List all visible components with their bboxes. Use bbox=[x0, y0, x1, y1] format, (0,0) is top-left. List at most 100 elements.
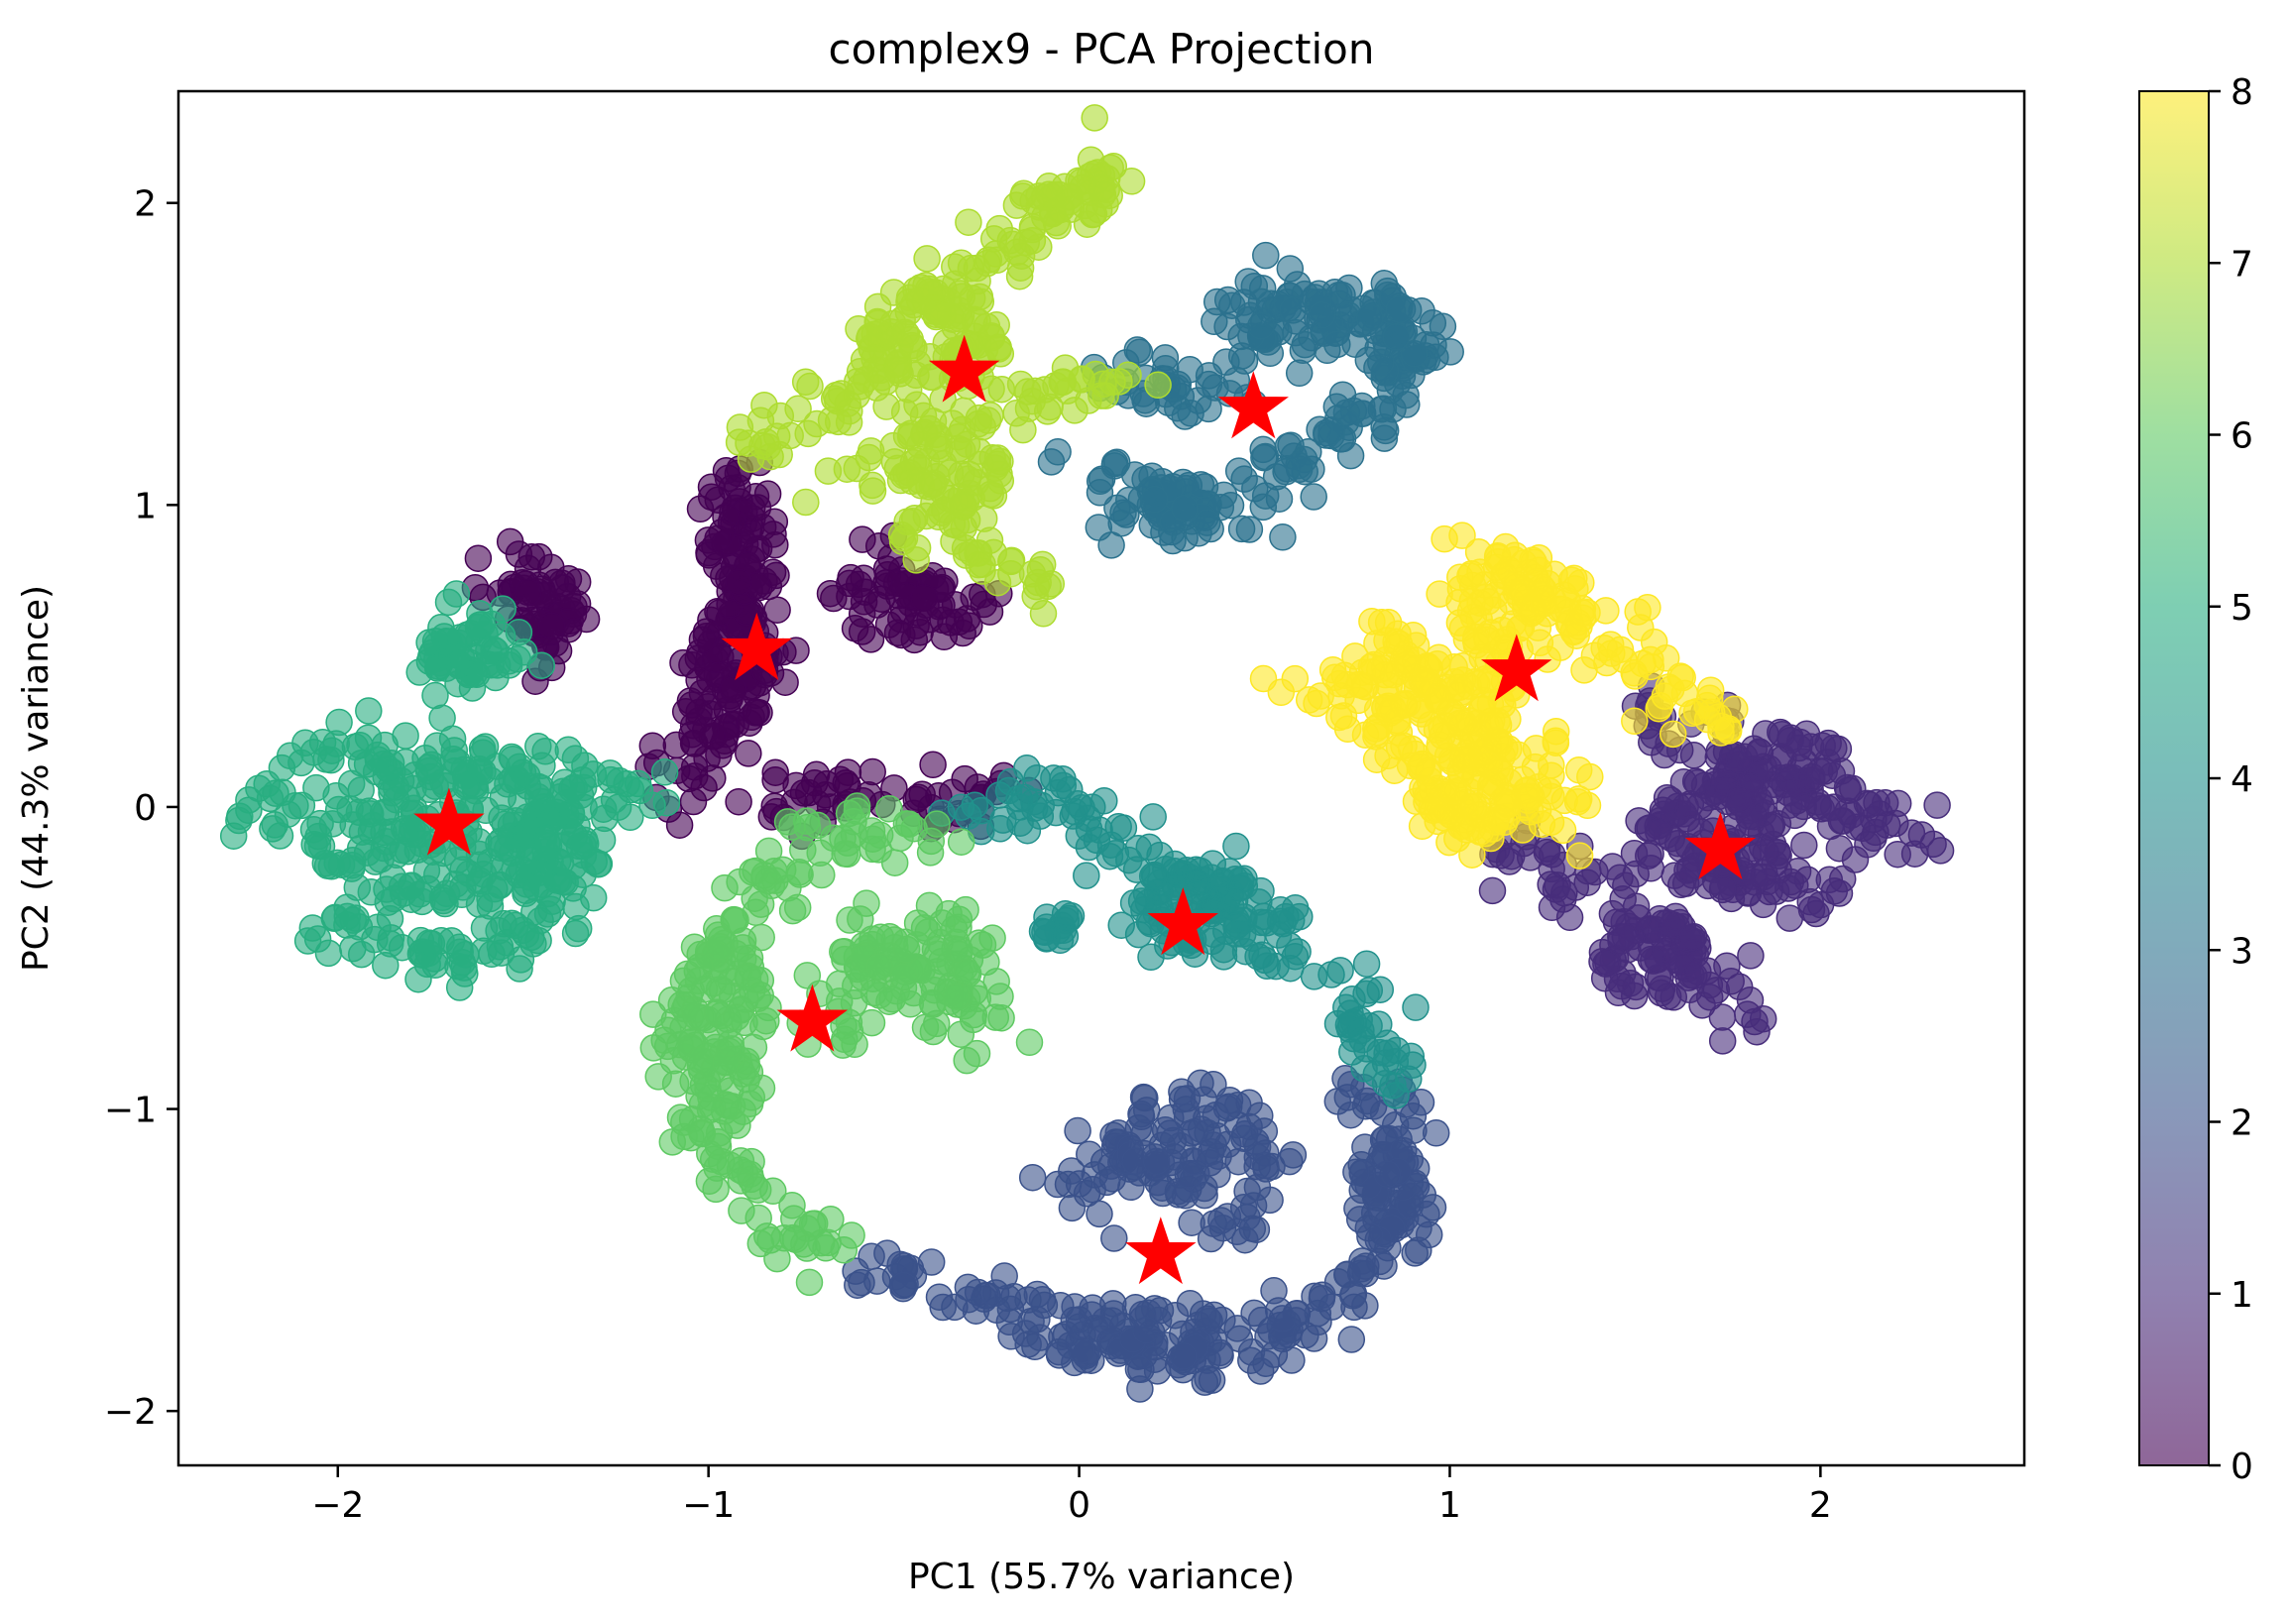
scatter-point bbox=[849, 525, 876, 553]
scatter-point bbox=[333, 902, 362, 931]
scatter-point bbox=[533, 900, 562, 928]
scatter-point bbox=[325, 708, 353, 737]
scatter-point bbox=[1049, 771, 1078, 800]
scatter-point bbox=[1367, 348, 1395, 377]
scatter-point bbox=[1382, 323, 1411, 351]
scatter-point bbox=[472, 796, 500, 825]
scatter-point bbox=[1362, 719, 1391, 747]
scatter-point bbox=[1448, 651, 1477, 680]
cluster-3-points bbox=[1037, 241, 1464, 559]
scatter-point bbox=[1068, 1336, 1095, 1364]
scatter-point bbox=[703, 1154, 731, 1182]
scatter-point bbox=[910, 584, 938, 612]
scatter-point bbox=[844, 1271, 871, 1299]
scatter-point bbox=[1627, 614, 1655, 641]
scatter-point bbox=[1140, 485, 1169, 514]
scatter-point bbox=[1055, 904, 1084, 933]
scatter-point bbox=[561, 919, 590, 948]
scatter-point bbox=[1400, 339, 1429, 368]
scatter-point bbox=[1223, 1092, 1252, 1119]
scatter-point bbox=[1796, 733, 1825, 760]
scatter-point bbox=[1624, 904, 1653, 932]
scatter-point bbox=[537, 612, 566, 639]
scatter-point bbox=[1100, 452, 1129, 480]
scatter-point bbox=[1399, 621, 1428, 649]
scatter-point bbox=[793, 962, 822, 989]
scatter-point bbox=[1291, 330, 1319, 359]
scatter-point bbox=[859, 757, 886, 786]
scatter-point bbox=[744, 1176, 772, 1204]
scatter-point bbox=[1168, 1078, 1196, 1105]
scatter-point bbox=[1342, 1158, 1370, 1186]
x-axis-label: PC1 (55.7% variance) bbox=[908, 1557, 1295, 1597]
scatter-point bbox=[1675, 976, 1704, 1004]
scatter-point bbox=[1352, 950, 1381, 978]
scatter-point bbox=[735, 740, 762, 767]
scatter-point bbox=[1073, 862, 1100, 889]
scatter-point bbox=[858, 1008, 886, 1037]
scatter-point bbox=[930, 623, 959, 651]
scatter-point bbox=[855, 443, 883, 472]
scatter-point bbox=[1456, 562, 1484, 590]
scatter-point bbox=[514, 578, 542, 607]
scatter-point bbox=[1029, 600, 1058, 628]
scatter-point bbox=[1308, 300, 1336, 329]
scatter-point bbox=[1530, 590, 1558, 618]
scatter-point bbox=[1323, 330, 1351, 359]
scatter-point bbox=[916, 839, 945, 867]
scatter-point bbox=[962, 468, 990, 497]
scatter-point bbox=[1382, 1082, 1410, 1109]
scatter-point bbox=[848, 618, 876, 645]
scatter-point bbox=[960, 583, 987, 612]
scatter-point bbox=[1678, 923, 1706, 952]
scatter-point bbox=[498, 766, 525, 794]
scatter-point bbox=[889, 963, 918, 991]
scatter-point bbox=[1033, 398, 1062, 425]
scatter-point bbox=[1235, 516, 1264, 543]
scatter-point bbox=[1333, 715, 1362, 744]
scatter-point bbox=[796, 372, 824, 401]
scatter-point bbox=[1209, 943, 1238, 971]
scatter-point bbox=[1027, 791, 1056, 820]
scatter-point bbox=[1018, 1163, 1047, 1192]
scatter-point bbox=[1775, 778, 1802, 807]
scatter-point bbox=[824, 407, 853, 436]
scatter-point bbox=[929, 1293, 957, 1322]
scatter-point bbox=[1234, 268, 1262, 295]
scatter-point bbox=[1431, 524, 1458, 553]
scatter-point bbox=[975, 526, 1004, 554]
cluster-6-points bbox=[639, 792, 1044, 1297]
scatter-point bbox=[1161, 1301, 1190, 1330]
scatter-point bbox=[1637, 855, 1665, 882]
scatter-point bbox=[706, 932, 735, 961]
scatter-point bbox=[935, 899, 963, 928]
scatter-point bbox=[761, 765, 789, 794]
scatter-point bbox=[604, 793, 632, 821]
scatter-point bbox=[639, 1000, 667, 1028]
scatter-point bbox=[1884, 789, 1912, 818]
scatter-point bbox=[1923, 791, 1951, 819]
scatter-point bbox=[888, 527, 917, 556]
scatter-point bbox=[1369, 395, 1398, 422]
scatter-point bbox=[445, 649, 474, 678]
scatter-point bbox=[1224, 457, 1253, 485]
scatter-point bbox=[1278, 1346, 1306, 1374]
scatter-point bbox=[1200, 1131, 1227, 1159]
y-axis-label: PC2 (44.3% variance) bbox=[16, 585, 57, 972]
scatter-point bbox=[691, 717, 720, 745]
scatter-point bbox=[1356, 1222, 1384, 1250]
scatter-point bbox=[1447, 678, 1475, 707]
scatter-point bbox=[1474, 587, 1502, 616]
scatter-point bbox=[1249, 493, 1278, 522]
scatter-point bbox=[684, 967, 713, 995]
scatter-point bbox=[1507, 613, 1536, 641]
scatter-point bbox=[888, 621, 916, 649]
x-axis: −2 −1 0 1 2 bbox=[311, 1465, 1832, 1526]
scatter-point bbox=[955, 208, 982, 236]
scatter-point bbox=[789, 779, 818, 807]
colorbar-tick-label: 5 bbox=[2231, 588, 2253, 629]
scatter-point bbox=[953, 1046, 980, 1075]
scatter-point bbox=[1055, 188, 1083, 216]
scatter-point bbox=[1109, 814, 1138, 842]
scatter-point bbox=[789, 836, 817, 864]
